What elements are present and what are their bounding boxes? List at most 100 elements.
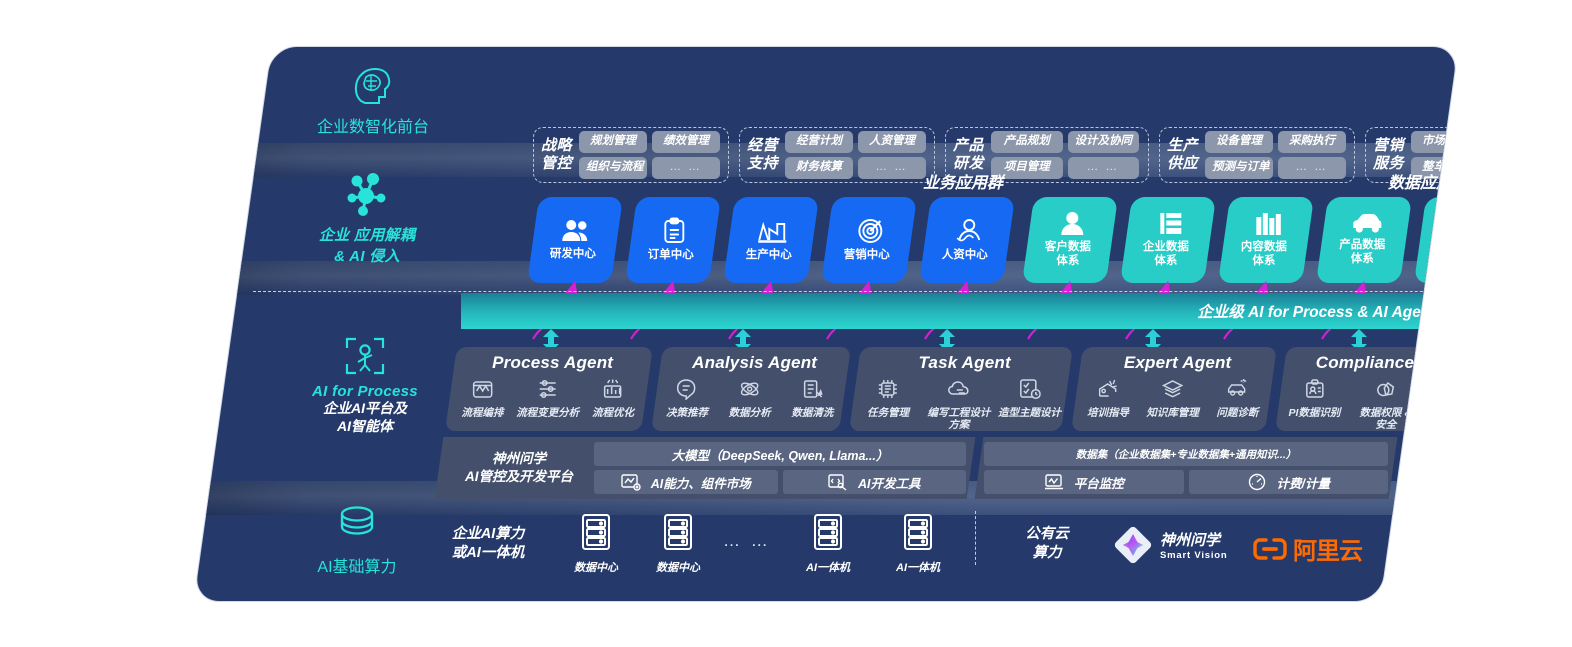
data-card-product[interactable]: 产品数据 体系 — [1315, 197, 1413, 283]
agent-item[interactable]: 知识库管理 — [1140, 378, 1205, 419]
agent-item[interactable]: 决策推荐 — [656, 378, 719, 419]
data-card-content[interactable]: 内容数据 体系 — [1217, 197, 1315, 283]
agent-card-task[interactable]: Task Agent 任务管理 — [849, 347, 1073, 431]
front-chip-more[interactable]: … … — [1278, 157, 1347, 179]
platform-cell-dev-tools[interactable]: AI开发工具 — [782, 470, 966, 494]
agent-item[interactable]: 编写工程设计方案 — [923, 378, 994, 431]
agent-item[interactable]: 流程编排 — [450, 378, 515, 419]
agent-title: Compliance Agent — [1315, 353, 1460, 372]
agent-item[interactable]: 培训指导 — [1076, 378, 1141, 419]
vendor-aliyun[interactable]: 阿里云 — [1253, 531, 1362, 566]
task-grid-icon — [879, 380, 898, 398]
app-card-production-center[interactable]: 生产中心 — [722, 197, 820, 283]
platform-models-bar[interactable]: 大模型（DeepSeek, Qwen, Llama...） — [594, 442, 966, 466]
front-chip[interactable]: 设备管理 — [1205, 131, 1274, 153]
front-chip[interactable]: 财务核算 — [785, 157, 854, 179]
front-group-operations[interactable]: 经营 支持 经营计划 人资管理 财务核算 … … — [739, 127, 935, 183]
rail-front: 企业数智化前台 — [273, 65, 473, 137]
platform-strip-right[interactable]: 数据集（企业数据集+专业数据集+通用知识...） 平台监控 — [974, 437, 1398, 499]
data-clean-icon — [803, 380, 823, 398]
rail-front-label: 企业数智化前台 — [316, 119, 429, 136]
platform-cell-billing[interactable]: 计费/计量 — [1188, 470, 1388, 494]
books-icon — [1255, 213, 1281, 236]
app-card-marketing-center[interactable]: 营销中心 — [820, 197, 918, 283]
front-group-production-supply[interactable]: 生产 供应 设备管理 采购执行 预测与订单 … … — [1159, 127, 1355, 183]
diagram-frame: 企业数智化前台 战略 管控 规划管理 绩效管理 组织与流程 … … 经营 支持 — [192, 46, 1460, 602]
front-group-strategy[interactable]: 战略 管控 规划管理 绩效管理 组织与流程 … … — [533, 127, 729, 183]
front-chip[interactable]: 组织与流程 — [579, 157, 648, 179]
front-chip[interactable]: 人资管理 — [858, 131, 927, 153]
agent-title: Process Agent — [492, 353, 614, 372]
business-apps-title: 业务应用群 — [923, 175, 1004, 192]
data-card-label: 产品数据 体系 — [1339, 239, 1386, 265]
platform-dataset-bar[interactable]: 数据集（企业数据集+专业数据集+通用知识...） — [984, 442, 1388, 466]
vendor-huawei[interactable]: HUAWEI — [1405, 515, 1460, 566]
infra-node-dc-1[interactable]: 数据中心 — [551, 513, 641, 575]
front-chip[interactable]: 预测与订单 — [1205, 157, 1274, 179]
user-avatar-icon — [1061, 212, 1084, 236]
training-icon — [1099, 379, 1118, 397]
platform-cell-monitor[interactable]: 平台监控 — [984, 470, 1184, 494]
agent-item[interactable]: PI数据识别 — [1279, 378, 1350, 419]
agent-card-process[interactable]: Process Agent 流程编排 流程变 — [445, 347, 653, 431]
platform-strip-left[interactable]: 神州问学 AI管控及开发平台 大模型（DeepSeek, Qwen, Llama… — [434, 437, 976, 499]
front-chip[interactable]: 产品规划 — [991, 131, 1063, 153]
infra-node-ai-2[interactable]: AI一体机 — [873, 513, 963, 575]
factory-icon — [758, 221, 787, 243]
front-chip[interactable]: 设计及协同 — [1067, 131, 1140, 153]
agent-item[interactable]: 流程优化 — [580, 378, 645, 419]
monitor-icon — [1044, 474, 1063, 490]
front-chip-more[interactable]: … … — [1067, 157, 1140, 179]
agent-card-expert[interactable]: Expert Agent 培训指导 — [1071, 347, 1277, 431]
huawei-logo — [1435, 517, 1460, 549]
agent-item[interactable]: 问题诊断 — [1205, 378, 1270, 419]
slider-list-icon — [539, 380, 556, 398]
agent-card-analysis[interactable]: Analysis Agent 决策推荐 — [651, 347, 851, 431]
agent-item[interactable]: 数据清洗 — [781, 378, 844, 419]
infra-node-ai-1[interactable]: AI一体机 — [783, 513, 873, 575]
infra-private-title: 企业AI算力 或AI一体机 — [451, 526, 525, 561]
agent-item[interactable]: 造型主题设计 — [994, 378, 1065, 419]
data-card-enterprise[interactable]: 企业数据 体系 — [1119, 197, 1217, 283]
agent-item[interactable]: 任务管理 — [853, 378, 924, 419]
aliyun-logo — [1253, 537, 1287, 560]
data-card-label: 客户数据 体系 — [1044, 241, 1091, 267]
dev-tool-icon — [828, 474, 847, 491]
app-card-hr-center[interactable]: 人资中心 — [918, 197, 1016, 283]
front-chip-more[interactable]: … … — [858, 157, 927, 179]
market-board-icon — [621, 474, 641, 491]
infra-node-dc-2[interactable]: 数据中心 — [633, 513, 723, 575]
rail-ai-label-2: 企业AI平台及 AI智能体 — [323, 400, 407, 434]
agent-title: Analysis Agent — [692, 353, 818, 372]
data-card-marketing[interactable]: 营销数据 体系 — [1413, 197, 1460, 283]
agent-item[interactable]: 数据分析 — [718, 378, 781, 419]
platform-cell-capability-market[interactable]: AI能力、组件市场 — [594, 470, 778, 494]
orchestration-bar: 企业级 AI for Process & AI Agent编排（AI接入规范） — [461, 293, 1460, 329]
agent-link-arrows — [543, 329, 1367, 352]
rail-apps-label-2: & AI 侵入 — [334, 248, 400, 265]
vendor-smartvision[interactable]: 神州问学 Smart Vision — [1113, 525, 1228, 565]
front-chip[interactable]: 采购执行 — [1278, 131, 1347, 153]
front-chip-more[interactable]: … … — [652, 157, 721, 179]
front-chip[interactable]: 市场营销 — [1411, 131, 1460, 153]
diagnose-car-icon — [1227, 379, 1247, 396]
rail-ai: AI for Process 企业AI平台及 AI智能体 — [265, 335, 465, 435]
app-card-order-center[interactable]: 订单中心 — [624, 197, 722, 283]
front-chip[interactable]: 经营计划 — [785, 131, 854, 153]
front-chip[interactable]: 绩效管理 — [652, 131, 721, 153]
data-card-customer[interactable]: 客户数据 体系 — [1021, 197, 1119, 283]
agent-item[interactable]: 合规预警 — [1421, 378, 1460, 419]
clipboard-icon — [664, 217, 685, 244]
front-chip[interactable]: 规划管理 — [579, 131, 648, 153]
rail-ai-label-1: AI for Process — [312, 383, 418, 400]
agent-item[interactable]: 数据权限 & 安全 — [1350, 378, 1421, 431]
flow-box-icon — [472, 381, 493, 398]
data-apps-title: 数据应用群 — [1388, 175, 1460, 192]
app-card-label: 生产中心 — [745, 248, 792, 261]
cloud-pen-icon — [948, 381, 969, 395]
agent-card-compliance[interactable]: Compliance Agent PI数据识别 — [1275, 347, 1460, 431]
server-rack-icon — [582, 514, 610, 550]
app-card-label: 订单中心 — [647, 249, 694, 262]
agent-item[interactable]: 流程变更分析 — [515, 378, 580, 419]
app-card-rd-center[interactable]: 研发中心 — [526, 197, 624, 283]
